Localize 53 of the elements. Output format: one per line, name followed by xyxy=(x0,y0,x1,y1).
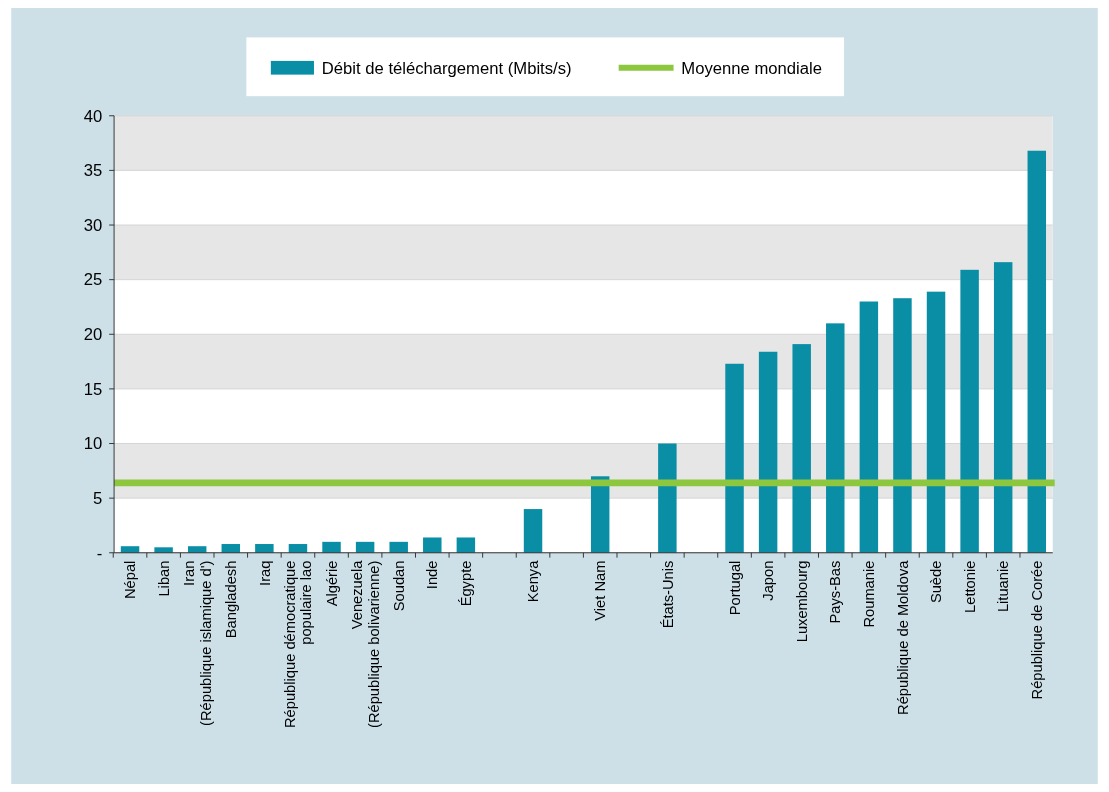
x-tick-label: Portugal xyxy=(726,560,743,616)
x-tick-label: Soudan xyxy=(390,560,407,612)
x-tick-label: Népal xyxy=(122,560,139,599)
x-tick-label: Iraq xyxy=(256,560,273,586)
x-tick-label: Algérie xyxy=(323,560,340,607)
x-tick-label: États-Unis xyxy=(659,560,676,629)
x-tick-label: Roumanie xyxy=(861,560,877,628)
x-tick-label: Iran (République islamique d') xyxy=(181,560,214,726)
x-tick-label: Venezuela (République bolivarienne) xyxy=(348,559,382,728)
x-tick-label: République de Moldova xyxy=(894,559,911,715)
x-tick-label: Viet Nam xyxy=(592,560,609,621)
bar xyxy=(893,298,912,553)
bar xyxy=(960,269,979,553)
bar xyxy=(926,291,946,553)
x-tick-label: Lituanie xyxy=(995,560,1012,613)
x-tick-label: Inde xyxy=(424,560,441,590)
bar xyxy=(658,443,677,553)
bar xyxy=(456,537,476,553)
bar xyxy=(758,351,778,553)
bar xyxy=(389,541,408,553)
x-tick-label: Lettonie xyxy=(961,560,978,613)
bar xyxy=(826,323,845,553)
bar xyxy=(1027,150,1047,553)
y-tick-label: 10 xyxy=(83,434,103,454)
legend-label: Débit de téléchargement (Mbits/s) xyxy=(321,58,572,78)
x-tick-label: Kenya xyxy=(525,559,542,603)
x-tick-label: Bangladesh xyxy=(222,560,239,639)
y-tick-label: 20 xyxy=(83,325,103,345)
bar xyxy=(725,363,744,553)
x-tick-label: Pays-Bas xyxy=(827,560,844,624)
y-tick-label: - xyxy=(96,543,103,563)
x-tick-label: Japon xyxy=(760,560,777,601)
bar xyxy=(322,541,341,553)
bar xyxy=(993,262,1013,553)
y-tick-label: 5 xyxy=(93,488,103,508)
y-tick-label: 40 xyxy=(83,106,103,126)
y-tick-label: 25 xyxy=(83,270,103,290)
x-tick-label: République démocratique populaire lao xyxy=(281,560,315,728)
y-tick-label: 30 xyxy=(83,215,103,235)
x-tick-label: Luxembourg xyxy=(793,560,810,643)
legend-label: Moyenne mondiale xyxy=(681,58,822,78)
bar xyxy=(154,547,173,553)
bar xyxy=(523,509,543,553)
bar xyxy=(859,301,879,553)
bar xyxy=(792,344,811,553)
x-tick-label: Suède xyxy=(928,560,945,604)
y-tick-label: 15 xyxy=(83,379,103,399)
bar xyxy=(423,537,442,553)
bar xyxy=(255,544,274,553)
x-tick-label: Égypte xyxy=(458,560,475,607)
x-tick-label: République de Corée xyxy=(1028,560,1045,700)
y-tick-label: 35 xyxy=(83,161,103,181)
x-tick-label: Liban xyxy=(155,560,172,597)
